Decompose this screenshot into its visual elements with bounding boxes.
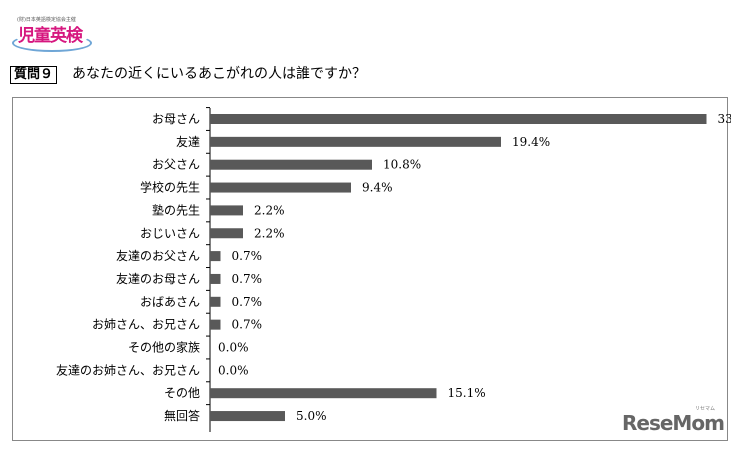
bar bbox=[210, 182, 351, 193]
data-label: 9.4% bbox=[362, 181, 393, 195]
data-label: 10.8% bbox=[383, 158, 421, 172]
logo-organizer: (財)日本英語検定協会主催 bbox=[17, 17, 76, 23]
data-label: 0.7% bbox=[232, 295, 263, 309]
bar bbox=[210, 159, 372, 170]
data-label: 5.0% bbox=[296, 409, 327, 423]
bar bbox=[210, 411, 285, 422]
category-label: おじいさん bbox=[140, 226, 200, 240]
data-label: 2.2% bbox=[254, 226, 285, 240]
category-label: お母さん bbox=[152, 112, 200, 126]
category-label: 友達のお姉さん、お兄さん bbox=[56, 362, 200, 377]
bar bbox=[210, 251, 221, 262]
category-label: その他 bbox=[164, 386, 200, 400]
resemom-logo: ReseMom bbox=[622, 411, 725, 435]
bar bbox=[210, 388, 437, 399]
category-label: 学校の先生 bbox=[140, 180, 200, 195]
data-label: 0.7% bbox=[232, 318, 263, 332]
data-label: 33.1% bbox=[718, 112, 731, 126]
data-label: 0.7% bbox=[232, 249, 263, 263]
category-label: お姉さん、お兄さん bbox=[92, 317, 200, 332]
question-label: 質問９ bbox=[10, 66, 58, 84]
logo-ring-icon bbox=[12, 34, 92, 52]
category-label: 友達のお母さん bbox=[116, 272, 200, 286]
logo-name: 児童英検 bbox=[18, 26, 83, 46]
category-label: 友達 bbox=[176, 135, 200, 149]
bar bbox=[210, 114, 707, 124]
bar bbox=[210, 273, 221, 284]
data-label: 19.4% bbox=[512, 135, 550, 149]
category-label: その他の家族 bbox=[128, 340, 200, 355]
category-label: 塾の先生 bbox=[152, 202, 200, 217]
jidou-eiken-logo: (財)日本英語検定協会主催 児童英検 bbox=[10, 16, 92, 56]
bar bbox=[210, 228, 243, 239]
bar bbox=[210, 296, 221, 307]
category-label: 友達のお父さん bbox=[116, 249, 200, 263]
bar bbox=[210, 319, 221, 330]
bar bbox=[210, 136, 501, 147]
bar bbox=[210, 205, 243, 216]
data-label: 0.0% bbox=[218, 363, 249, 377]
data-label: 15.1% bbox=[448, 386, 486, 400]
category-label: 無回答 bbox=[164, 408, 200, 423]
resemom-logo-kana: リセマム bbox=[695, 406, 716, 412]
chart-frame bbox=[12, 97, 728, 441]
question-text: あなたの近くにいるあこがれの人は誰ですか？ bbox=[72, 66, 366, 82]
data-label: 0.0% bbox=[218, 341, 249, 355]
data-label: 0.7% bbox=[232, 272, 263, 286]
data-label: 2.2% bbox=[254, 203, 285, 217]
category-label: おばあさん bbox=[140, 295, 200, 309]
category-label: お父さん bbox=[152, 158, 200, 172]
